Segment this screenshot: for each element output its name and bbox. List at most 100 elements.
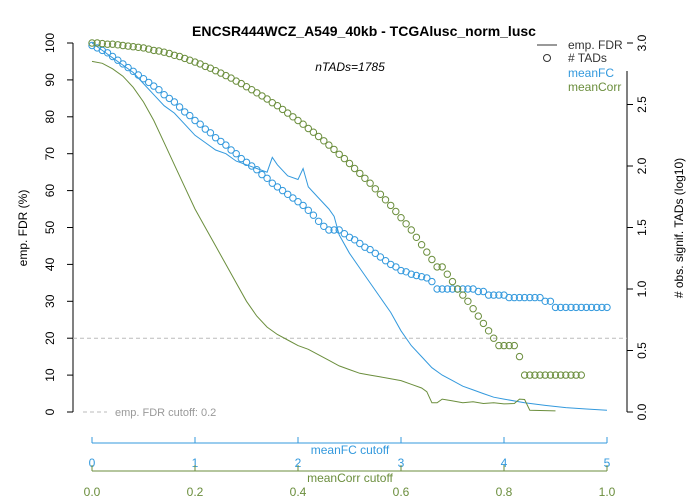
meancorr-tads-point — [551, 371, 560, 379]
y-axis-left-tick-label: 30 — [43, 294, 57, 308]
meanfc-tads-point — [397, 266, 405, 275]
meancorr-tads-point — [108, 40, 117, 48]
meanfc-tads-point — [278, 186, 287, 195]
y-axis-left-tick-label: 100 — [43, 33, 57, 53]
meancorr-tads-point — [309, 128, 318, 136]
meanfc-tads-point — [160, 91, 168, 99]
meancorr-tads-point — [345, 159, 354, 168]
meanfc-tads-point — [304, 206, 312, 215]
meanfc-tads-point — [191, 116, 199, 125]
meanfc-tads-point — [170, 98, 179, 106]
y-axis-left-tick-label: 60 — [43, 184, 57, 198]
meanfc-fdr-line — [91, 42, 608, 411]
meanfc-tads-point — [335, 226, 343, 234]
meanfc-tads-point — [211, 134, 220, 142]
x-axis-meanfc-label: meanFC cutoff — [311, 443, 390, 457]
y-axis-left-tick-label: 0 — [43, 408, 57, 415]
meancorr-tads-point — [335, 150, 343, 159]
meancorr-tads-point — [536, 371, 544, 379]
meanfc-tads-point — [438, 285, 446, 293]
meanfc-tads-point — [381, 257, 390, 265]
meanfc-tads-point — [448, 285, 457, 293]
x-axis-meancorr-tick-label: 1.0 — [599, 485, 616, 499]
meancorr-tads-point — [397, 214, 405, 222]
meanfc-tads-point — [196, 120, 204, 128]
meanfc-tads-point — [479, 287, 488, 296]
meancorr-tads-point — [428, 255, 436, 264]
meancorr-tads-point — [356, 169, 364, 178]
meancorr-tads-point — [304, 124, 312, 133]
meancorr-tads-point — [330, 145, 338, 154]
y-axis-right-tick-label: 0.5 — [635, 342, 649, 359]
meanfc-tads-point — [433, 285, 441, 293]
meancorr-tads-point — [505, 341, 513, 350]
meanfc-tads-point — [551, 303, 560, 312]
meanfc-tads-point — [366, 245, 374, 254]
meanfc-tads-point — [376, 253, 385, 261]
meancorr-tads-point — [541, 371, 549, 379]
meancorr-tads-point — [289, 113, 297, 121]
meanfc-tads-point — [490, 291, 498, 299]
meancorr-tads-point — [510, 341, 518, 350]
meanfc-tads-point — [350, 236, 359, 244]
meancorr-tads-point — [325, 141, 333, 149]
x-axis-meancorr-tick-label: 0.6 — [393, 485, 410, 499]
x-axis-meancorr-tick-label: 0.8 — [496, 485, 513, 499]
meanfc-tads-point — [175, 103, 184, 111]
meanfc-tads-point — [181, 108, 189, 116]
meancorr-tads-point — [433, 263, 441, 271]
meanfc-tads-point — [587, 303, 596, 312]
meancorr-tads-point — [495, 341, 503, 350]
meanfc-tads-point — [237, 154, 246, 163]
fdr-cutoff-label: emp. FDR cutoff: 0.2 — [115, 407, 216, 419]
meanfc-tads-point — [356, 239, 364, 248]
meanfc-tads-point — [417, 273, 426, 281]
meancorr-tads-point — [448, 277, 457, 286]
y-axis-left-tick-label: 70 — [43, 147, 57, 161]
meanfc-tads-point — [165, 94, 174, 103]
meanfc-tads-point — [134, 71, 143, 79]
legend-entry-emp-fdr: emp. FDR — [568, 38, 623, 52]
meanfc-tads-point — [520, 293, 529, 302]
chart-title: ENCSR444WCZ_A549_40kb - TCGAlusc_norm_lu… — [192, 23, 536, 39]
meanfc-tads-point — [428, 277, 436, 286]
meanfc-tads-point — [510, 293, 518, 302]
meancorr-tads-point — [366, 179, 374, 187]
meanfc-tads-point — [443, 285, 452, 293]
meancorr-tads-point — [284, 109, 292, 117]
meancorr-tads-point — [469, 305, 477, 313]
meancorr-tads-point — [474, 312, 482, 320]
meancorr-tads-point — [557, 371, 565, 379]
meancorr-tads-point — [453, 285, 462, 293]
meancorr-tads-point — [320, 137, 328, 145]
meancorr-tads-point — [175, 52, 184, 61]
meancorr-tads-point — [103, 40, 112, 48]
meancorr-tads-point — [546, 371, 555, 379]
meanfc-tads-point — [515, 293, 524, 302]
meancorr-tads-point — [155, 47, 163, 55]
meanfc-tads-point — [531, 293, 539, 302]
legend-entry-tads: # TADs — [568, 51, 607, 65]
meancorr-tads-point — [145, 45, 153, 53]
meancorr-tads-point — [531, 371, 539, 379]
meanfc-tads-point — [258, 170, 266, 179]
meancorr-tads-point — [124, 42, 132, 50]
meanfc-tads-point — [139, 75, 148, 83]
y-axis-right-tick-label: 0.0 — [635, 403, 649, 420]
x-axis-meanfc-tick-label: 5 — [604, 456, 611, 470]
meanfc-tads-point — [201, 125, 210, 133]
meanfc-tads-point — [289, 194, 297, 202]
meanfc-tads-point — [556, 303, 565, 312]
meanfc-tads-point — [593, 303, 601, 312]
meancorr-tads-point — [201, 62, 210, 71]
cutoff-layer: emp. FDR cutoff: 0.2 — [73, 337, 627, 419]
meanfc-tads-point — [294, 198, 302, 206]
meanfc-tads-point — [325, 226, 333, 234]
meanfc-tads-point — [541, 297, 549, 305]
meancorr-tads-point — [371, 185, 379, 193]
meancorr-tads-point — [88, 39, 96, 47]
meancorr-tads-point — [263, 95, 271, 103]
meanfc-tads-point — [150, 82, 158, 90]
meancorr-tads-point — [438, 263, 446, 271]
meanfc-tads-point — [227, 146, 235, 154]
